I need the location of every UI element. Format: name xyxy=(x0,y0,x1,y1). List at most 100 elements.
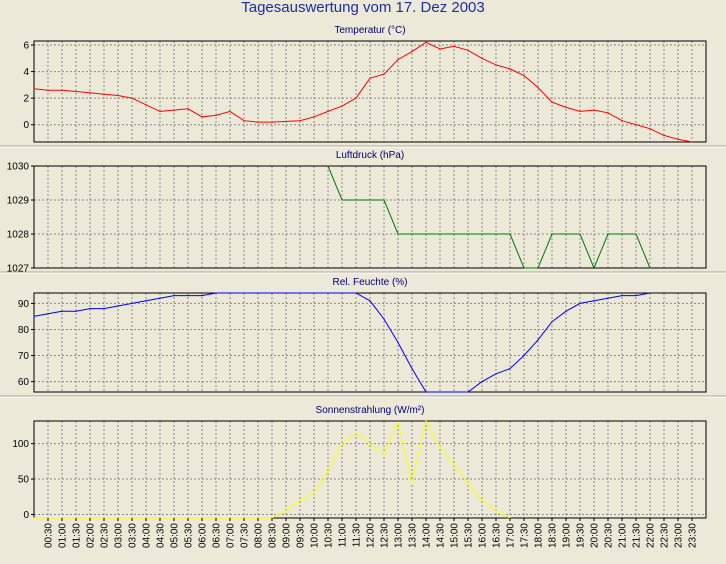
data-point xyxy=(621,295,623,297)
data-point xyxy=(607,297,609,299)
data-point xyxy=(537,339,539,341)
data-point xyxy=(579,110,581,113)
data-point xyxy=(285,120,287,123)
data-point xyxy=(425,391,427,393)
data-point xyxy=(481,380,483,383)
data-point xyxy=(341,292,343,294)
x-tick-label: 01:30 xyxy=(72,523,83,548)
y-tick-label: 80 xyxy=(18,325,30,336)
x-tick-label: 22:00 xyxy=(646,523,657,548)
data-point xyxy=(131,97,133,99)
data-point xyxy=(313,492,315,494)
data-point xyxy=(145,300,147,302)
data-point xyxy=(201,116,203,118)
x-tick-label: 17:00 xyxy=(506,523,517,548)
data-point xyxy=(453,464,455,466)
data-point xyxy=(467,391,469,393)
data-point xyxy=(551,233,553,235)
plot-area xyxy=(34,166,706,268)
data-point xyxy=(635,124,637,126)
data-point xyxy=(551,321,553,323)
data-point xyxy=(495,233,497,235)
data-point xyxy=(215,292,217,294)
data-point xyxy=(411,233,413,235)
data-point xyxy=(61,89,63,91)
series-line xyxy=(327,165,651,270)
data-point xyxy=(565,106,567,109)
data-point xyxy=(649,292,651,294)
data-point xyxy=(593,109,595,111)
chart-panel-2: Rel. Feuchte (%) 60 70 80 90 xyxy=(18,277,707,393)
plot-frame xyxy=(33,292,707,393)
x-tick-label: 14:30 xyxy=(436,523,447,548)
data-point xyxy=(299,120,301,122)
data-point xyxy=(677,138,679,140)
data-point xyxy=(579,233,581,235)
data-point xyxy=(313,292,315,294)
data-point xyxy=(117,305,119,307)
data-point xyxy=(425,233,427,235)
x-tick-label: 04:30 xyxy=(156,523,167,548)
data-point xyxy=(509,367,511,370)
data-point xyxy=(453,233,455,235)
data-point xyxy=(481,499,483,501)
data-point xyxy=(145,104,147,106)
x-tick-label: 18:30 xyxy=(548,523,559,548)
data-point xyxy=(509,233,511,235)
data-point xyxy=(383,199,385,201)
data-point xyxy=(383,318,385,320)
data-point xyxy=(467,233,469,235)
x-tick-label: 20:30 xyxy=(604,523,615,548)
x-tick-label: 21:30 xyxy=(632,523,643,548)
y-tick-label: 0 xyxy=(23,120,29,131)
data-point xyxy=(229,110,231,113)
data-point xyxy=(397,59,399,61)
y-tick-label: 70 xyxy=(18,351,30,362)
x-tick-label: 17:30 xyxy=(520,523,531,548)
x-tick-label: 04:00 xyxy=(142,523,153,548)
data-point xyxy=(397,421,399,424)
data-point xyxy=(327,471,329,473)
data-point xyxy=(607,112,609,114)
panel-title: Sonnenstrahlung (W/m²) xyxy=(316,405,425,416)
data-point xyxy=(215,114,217,117)
x-tick-label: 15:00 xyxy=(450,523,461,548)
data-point xyxy=(397,233,399,235)
data-point xyxy=(369,77,371,79)
data-point xyxy=(299,499,301,501)
data-point xyxy=(159,297,161,299)
x-tick-label: 06:30 xyxy=(212,523,223,548)
y-tick-label: 1028 xyxy=(7,230,30,241)
x-tick-label: 02:00 xyxy=(86,523,97,548)
data-point xyxy=(89,92,91,94)
data-point xyxy=(467,49,469,51)
series-line xyxy=(33,41,693,143)
x-tick-label: 02:30 xyxy=(100,523,111,548)
data-point xyxy=(75,310,77,312)
x-tick-label: 09:30 xyxy=(296,523,307,548)
x-tick-label: 11:00 xyxy=(338,523,349,548)
data-point xyxy=(481,57,483,59)
x-tick-label: 12:00 xyxy=(366,523,377,548)
x-axis: 00:30 01:00 01:30 02:00 02:30 03:00 03:30 04:00… xyxy=(44,518,699,548)
chart-panel-0: Temperatur (°C) 0 2 4 6 xyxy=(23,25,707,143)
chart-panel-3: Sonnenstrahlung (W/m²) 0 50 100 xyxy=(12,405,707,521)
data-point xyxy=(117,94,119,97)
x-tick-label: 22:30 xyxy=(660,523,671,548)
y-tick-label: 1030 xyxy=(7,162,30,173)
data-point xyxy=(75,90,77,93)
data-point xyxy=(257,121,259,123)
data-point xyxy=(341,199,343,201)
data-point xyxy=(565,233,567,235)
data-point xyxy=(383,73,385,75)
data-point xyxy=(523,354,525,357)
data-point xyxy=(411,51,413,53)
data-point xyxy=(159,110,161,113)
data-point xyxy=(271,292,273,294)
data-point xyxy=(383,453,385,455)
data-point xyxy=(565,310,567,312)
chart-panel-1: Luftdruck (hPa) 1027 1028 1029 1030 xyxy=(7,150,707,275)
x-tick-label: 05:00 xyxy=(170,523,181,548)
data-point xyxy=(327,110,329,113)
